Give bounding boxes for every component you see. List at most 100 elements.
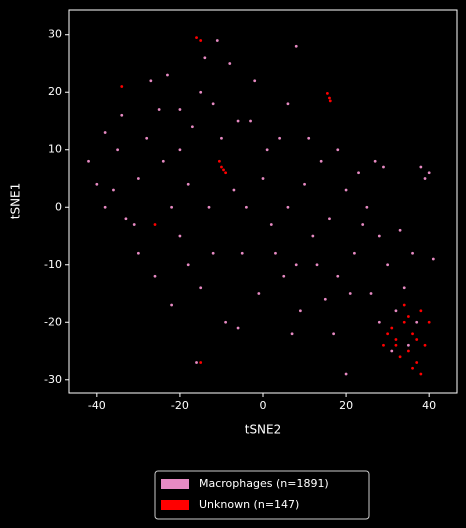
point bbox=[319, 159, 323, 163]
point bbox=[419, 165, 423, 169]
legend-swatch bbox=[161, 479, 189, 489]
point bbox=[390, 349, 394, 353]
point bbox=[373, 159, 377, 163]
point bbox=[95, 182, 99, 186]
point bbox=[415, 338, 419, 341]
point bbox=[199, 39, 203, 42]
point bbox=[402, 320, 406, 324]
x-tick-label: 40 bbox=[422, 399, 436, 412]
point bbox=[415, 320, 419, 324]
point bbox=[377, 234, 381, 238]
point bbox=[195, 36, 198, 40]
point bbox=[361, 223, 365, 226]
point bbox=[190, 125, 194, 129]
point bbox=[382, 165, 385, 169]
point bbox=[406, 343, 410, 347]
point bbox=[265, 148, 269, 152]
point bbox=[336, 148, 340, 152]
point bbox=[149, 79, 153, 83]
point bbox=[423, 177, 427, 180]
point bbox=[294, 44, 298, 48]
point bbox=[207, 205, 211, 209]
point bbox=[344, 188, 348, 192]
x-tick-label: -40 bbox=[88, 399, 106, 412]
point bbox=[120, 85, 124, 88]
point bbox=[419, 309, 423, 313]
point bbox=[116, 148, 120, 152]
legend-label: Unknown (n=147) bbox=[199, 498, 299, 511]
legend-label: Macrophages (n=1891) bbox=[199, 477, 329, 490]
point bbox=[307, 136, 311, 140]
point bbox=[199, 90, 203, 94]
point bbox=[120, 113, 124, 117]
point bbox=[157, 108, 161, 111]
point bbox=[261, 177, 265, 180]
point bbox=[411, 251, 414, 255]
point bbox=[253, 79, 257, 83]
y-tick-label: -30 bbox=[44, 373, 62, 386]
point bbox=[249, 119, 252, 123]
point bbox=[240, 251, 244, 255]
point bbox=[103, 131, 107, 134]
point bbox=[377, 320, 381, 324]
point bbox=[328, 99, 332, 103]
point bbox=[199, 361, 203, 364]
point bbox=[315, 263, 319, 267]
point bbox=[402, 286, 406, 290]
point bbox=[402, 303, 406, 307]
point bbox=[298, 309, 302, 313]
point bbox=[132, 223, 136, 226]
point bbox=[215, 39, 219, 42]
point bbox=[386, 263, 390, 267]
point bbox=[166, 73, 169, 77]
point bbox=[398, 355, 402, 359]
point bbox=[406, 315, 410, 318]
x-tick-label: -20 bbox=[171, 399, 189, 412]
x-axis-label: tSNE2 bbox=[245, 423, 282, 437]
point bbox=[186, 182, 190, 186]
y-axis-label: tSNE1 bbox=[9, 183, 23, 220]
x-tick-label: 0 bbox=[260, 399, 267, 412]
y-tick-label: 10 bbox=[48, 143, 62, 156]
point bbox=[224, 171, 228, 175]
point bbox=[294, 263, 298, 267]
point bbox=[269, 223, 273, 226]
point bbox=[232, 188, 236, 192]
legend-box bbox=[154, 470, 370, 520]
point bbox=[103, 205, 107, 209]
y-tick-label: 20 bbox=[48, 85, 62, 98]
point bbox=[203, 56, 207, 60]
y-tick-label: 30 bbox=[48, 28, 62, 41]
point bbox=[153, 274, 157, 278]
point bbox=[145, 136, 149, 140]
point bbox=[199, 286, 203, 290]
point bbox=[398, 228, 402, 232]
point bbox=[406, 349, 410, 353]
point bbox=[365, 205, 369, 209]
point bbox=[236, 119, 240, 123]
point bbox=[217, 159, 221, 163]
x-tick-label: 20 bbox=[339, 399, 353, 412]
y-tick-label: 0 bbox=[55, 200, 62, 213]
point bbox=[153, 223, 157, 226]
point bbox=[136, 251, 140, 255]
point bbox=[386, 332, 390, 336]
point bbox=[286, 102, 290, 106]
point bbox=[170, 205, 174, 209]
y-tick-label: -10 bbox=[44, 258, 62, 271]
point bbox=[325, 91, 329, 95]
point bbox=[369, 292, 373, 295]
point bbox=[311, 234, 315, 238]
point bbox=[211, 102, 215, 106]
point bbox=[112, 188, 115, 192]
point bbox=[382, 343, 385, 347]
point bbox=[124, 217, 128, 221]
point bbox=[228, 62, 232, 65]
point bbox=[415, 361, 419, 364]
point bbox=[290, 332, 294, 336]
legend-swatch bbox=[161, 500, 189, 510]
point bbox=[236, 326, 240, 330]
point bbox=[352, 251, 356, 255]
point bbox=[328, 217, 331, 221]
